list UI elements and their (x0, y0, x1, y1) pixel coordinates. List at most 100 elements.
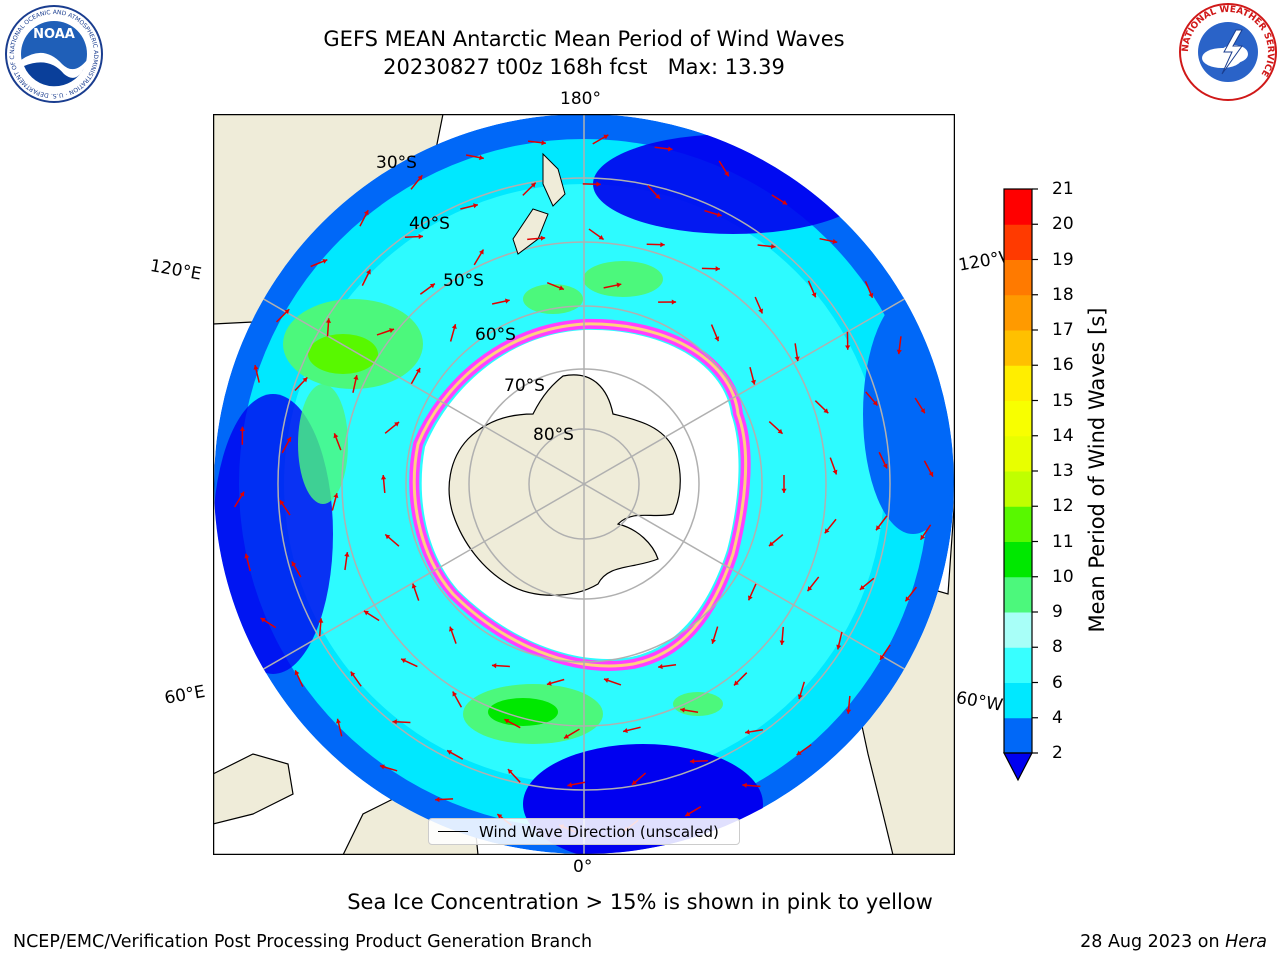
sea-ice-note: Sea Ice Concentration > 15% is shown in … (347, 890, 933, 914)
wind-arrow-head (655, 194, 661, 199)
colorbar-tick-label: 2 (1052, 743, 1063, 763)
wind-arrow-head (291, 561, 297, 567)
colorbar-swatch (1004, 294, 1032, 331)
wind-arrow-head (920, 408, 925, 414)
lon-label-120e: 120°E (148, 256, 203, 285)
wind-arrow-head (807, 586, 813, 592)
lat-label-60s: 60°S (475, 325, 516, 345)
colorbar-tick-label: 9 (1052, 602, 1063, 622)
wind-arrow-head (836, 644, 842, 650)
lon-label-60w: 60°W (954, 688, 1005, 716)
run-date-text: 28 Aug 2023 on (1080, 932, 1226, 952)
colorbar-swatch (1004, 189, 1032, 225)
colorbar-tick-label: 20 (1052, 214, 1074, 235)
wind-arrow-head (344, 552, 350, 557)
colorbar-tick-label: 8 (1052, 637, 1063, 658)
credit-text: NCEP/EMC/Verification Post Processing Pr… (13, 932, 593, 952)
colorbar-swatch (1004, 576, 1032, 613)
wind-arrow-head (366, 269, 371, 275)
wind-arrow-head (660, 242, 665, 248)
lat-label-30s: 30°S (376, 153, 417, 173)
wind-arrow-head (846, 709, 852, 714)
wind-arrow-head (333, 433, 339, 439)
lat-label-70s: 70°S (504, 376, 545, 396)
wind-arrow-head (322, 258, 328, 264)
wind-arrow-head (711, 638, 717, 644)
wind-arrow-head (832, 469, 838, 475)
wind-arrow-head (920, 534, 926, 540)
wind-arrow-head (284, 309, 290, 315)
wind-arrow-head (779, 640, 785, 645)
wind-arrow-head (392, 719, 397, 725)
wind-arrow-head (429, 283, 435, 289)
wind-arrow-head (832, 238, 838, 244)
wind-arrow-head (479, 249, 484, 255)
wind-arrow-head (823, 408, 829, 414)
wind-arrow-head (325, 318, 332, 323)
wind-arrow-head (541, 140, 546, 146)
wind-arrow-head (363, 610, 369, 616)
wind-arrow-head (797, 694, 803, 700)
wind-arrow-head (473, 203, 478, 209)
lon-label-0: 0° (573, 857, 593, 877)
colorbar-swatch (1004, 259, 1032, 296)
colorbar-tick-label: 16 (1052, 355, 1074, 376)
colorbar-swatch (1004, 400, 1032, 437)
wind-arrow-head (770, 243, 776, 249)
wind-arrow-head (401, 658, 407, 664)
wind-arrow-head (479, 155, 484, 161)
colorbar-swatch (1004, 682, 1032, 719)
wind-arrow-head (671, 299, 677, 305)
wind-arrow-head (758, 308, 764, 314)
wind-arrow-head (260, 617, 266, 623)
wind-arrow-head (631, 780, 637, 785)
wind-arrow-head (876, 525, 881, 531)
colorbar-swatch (1004, 647, 1032, 683)
wind-arrow-head (279, 500, 285, 506)
wind-arrow-head (286, 437, 292, 443)
wind-arrow-head (558, 285, 564, 291)
legend-line-icon (438, 831, 468, 832)
wind-arrow-head (294, 670, 300, 676)
wind-arrow-head (418, 234, 423, 240)
wind-arrow-head (381, 475, 387, 480)
wind-arrow-head (796, 750, 802, 756)
run-date: 28 Aug 2023 on Hera (1080, 932, 1267, 952)
wind-arrow-head (504, 298, 510, 304)
wind-arrows (233, 134, 934, 833)
nws-logo-icon: NATIONAL WEATHER SERVICE (1179, 3, 1277, 101)
colorbar-swatch (1004, 365, 1032, 401)
wind-arrow-head (734, 680, 739, 686)
wind-arrow-head (350, 671, 356, 677)
wind-arrow-head (689, 758, 695, 764)
machine-name: Hera (1225, 932, 1267, 952)
svg-text:NOAA: NOAA (33, 27, 75, 42)
colorbar-tick-label: 12 (1052, 496, 1074, 517)
colorbar-extend (1003, 752, 1033, 782)
wind-arrow-head (598, 234, 604, 240)
wind-arrow-head (777, 428, 783, 434)
colorbar-swatch (1004, 506, 1032, 542)
colorbar (1003, 188, 1038, 782)
wind-arrow-head (603, 677, 609, 683)
wind-arrow-head (868, 292, 874, 298)
wind-arrow-head (530, 182, 536, 188)
wind-arrow-head (353, 375, 359, 380)
wind-arrow-head (845, 345, 851, 350)
colorbar-label: Mean Period of Wind Waves [s] (1085, 307, 1109, 633)
colorbar-tick-label: 11 (1052, 531, 1074, 552)
wind-arrow-head (415, 367, 421, 373)
colorbar-swatch (1004, 224, 1032, 260)
wind-arrow-head (824, 528, 830, 534)
wind-arrow-head (394, 421, 400, 427)
wind-arrow-head (750, 379, 756, 385)
wind-arrow-head (928, 471, 934, 477)
wind-arrow-head (685, 811, 691, 816)
lat-label-40s: 40°S (409, 214, 450, 234)
wind-arrow-head (389, 328, 394, 333)
lon-label-180: 180° (560, 89, 601, 109)
wind-arrow-head (782, 200, 788, 205)
wind-arrow-head (379, 764, 385, 770)
colorbar-swatch (1004, 541, 1032, 578)
lat-label-50s: 50°S (443, 271, 484, 291)
